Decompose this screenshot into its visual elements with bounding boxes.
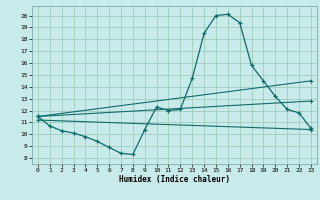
X-axis label: Humidex (Indice chaleur): Humidex (Indice chaleur): [119, 175, 230, 184]
